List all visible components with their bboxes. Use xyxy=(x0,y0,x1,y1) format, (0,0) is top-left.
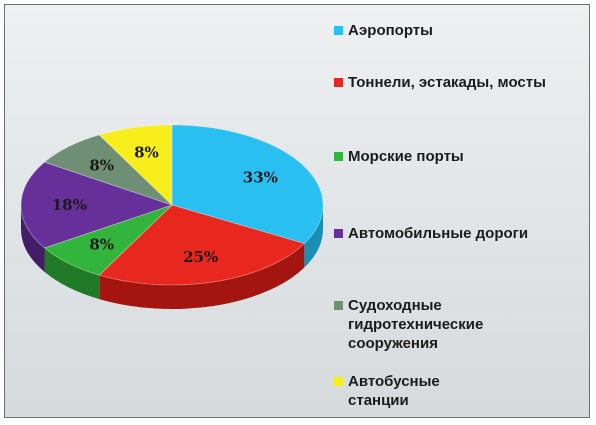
legend-item-seaports: Морские порты xyxy=(334,147,548,166)
pie-value-label-bus-stations: 8% xyxy=(134,143,159,161)
legend-swatch xyxy=(334,301,343,310)
legend-label: Морские порты xyxy=(348,148,464,165)
pie-value-label-waterways: 8% xyxy=(89,156,114,174)
pie-side-airports xyxy=(304,205,323,268)
pie-slice-roads xyxy=(20,161,174,249)
pie-slice-seaports xyxy=(43,204,173,276)
pie-slice-airports xyxy=(171,124,324,244)
pie-side-seaports xyxy=(44,247,100,300)
pie-value-label-tunnels: 25% xyxy=(183,248,218,266)
pie-value-label-seaports: 8% xyxy=(89,236,114,254)
pie-slice-tunnels xyxy=(98,204,306,286)
legend-label: Судоходные гидротехнические сооружения xyxy=(348,297,484,352)
pie-slice-bus-stations xyxy=(98,124,173,206)
legend-swatch xyxy=(334,152,343,161)
pie-side-roads xyxy=(21,205,45,272)
legend-swatch xyxy=(334,78,343,87)
legend-label: Автомобильные дороги xyxy=(348,225,529,242)
legend-swatch xyxy=(334,229,343,238)
legend-item-roads: Автомобильные дороги xyxy=(334,224,548,243)
pie-value-label-airports: 33% xyxy=(243,168,278,186)
pie-slice-waterways xyxy=(43,134,173,206)
pie-side-tunnels xyxy=(99,243,305,309)
legend-item-airports: Аэропорты xyxy=(334,21,548,40)
legend-swatch xyxy=(334,377,343,386)
pie-value-labels: 33% 25% 8% 18% 8% 8% xyxy=(52,143,278,266)
legend-label: Аэропорты xyxy=(348,22,433,39)
legend-item-bus-stations: Автобусные станции xyxy=(334,372,498,410)
pie-value-label-roads: 18% xyxy=(52,196,87,214)
legend-label: Автобусные станции xyxy=(348,373,440,409)
legend-item-waterways: Судоходные гидротехнические сооружения xyxy=(334,296,528,353)
legend-item-tunnels: Тоннели, эстакады, мосты xyxy=(334,73,548,92)
pie-slices xyxy=(20,124,324,286)
pie-sides xyxy=(21,205,323,309)
legend-label: Тоннели, эстакады, мосты xyxy=(348,74,546,91)
legend-swatch xyxy=(334,26,343,35)
